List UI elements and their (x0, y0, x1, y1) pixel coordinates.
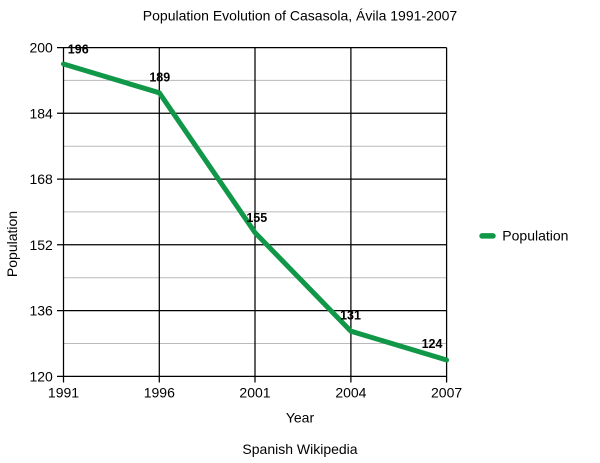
svg-text:Spanish Wikipedia: Spanish Wikipedia (242, 441, 357, 457)
svg-text:2001: 2001 (239, 385, 270, 401)
svg-text:1996: 1996 (144, 385, 175, 401)
svg-text:Population Evolution of Casaso: Population Evolution of Casasola, Ávila … (143, 8, 458, 24)
svg-text:200: 200 (29, 40, 53, 56)
svg-text:184: 184 (29, 105, 53, 121)
svg-text:131: 131 (340, 308, 361, 322)
svg-text:2004: 2004 (335, 385, 366, 401)
svg-text:Population: Population (4, 211, 20, 277)
svg-text:2007: 2007 (431, 385, 462, 401)
svg-text:196: 196 (68, 42, 89, 56)
svg-text:Population: Population (502, 227, 568, 243)
svg-text:152: 152 (29, 237, 53, 253)
svg-text:120: 120 (29, 368, 53, 384)
svg-text:168: 168 (29, 171, 53, 187)
svg-text:155: 155 (246, 211, 267, 225)
svg-text:Year: Year (286, 410, 315, 426)
svg-text:124: 124 (422, 337, 443, 351)
svg-text:189: 189 (149, 71, 170, 85)
svg-text:1991: 1991 (48, 385, 79, 401)
svg-text:136: 136 (29, 303, 53, 319)
